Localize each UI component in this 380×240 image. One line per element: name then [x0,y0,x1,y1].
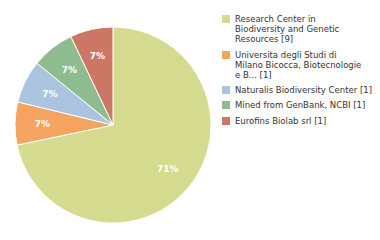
svg-text:71%: 71% [157,164,179,174]
html-text:Eurofins Biolab srl [1]: Eurofins Biolab srl [1] [235,115,327,126]
svg-text:7%: 7% [62,65,77,75]
html-text:Naturalis Biodiversity Center: Naturalis Biodiversity Center [1] [235,85,372,96]
svg-text:7%: 7% [42,89,57,99]
html-text:Mined from GenBank, NCBI [1]: Mined from GenBank, NCBI [1] [235,100,366,111]
html-text:Universita degli Studi di Mila: Universita degli Studi di Milano Bicocca… [235,49,362,80]
html-text:Research Center in Biodiversit: Research Center in Biodiversity and Gene… [235,14,340,45]
svg-text:7%: 7% [90,51,105,61]
svg-text:7%: 7% [35,119,50,129]
